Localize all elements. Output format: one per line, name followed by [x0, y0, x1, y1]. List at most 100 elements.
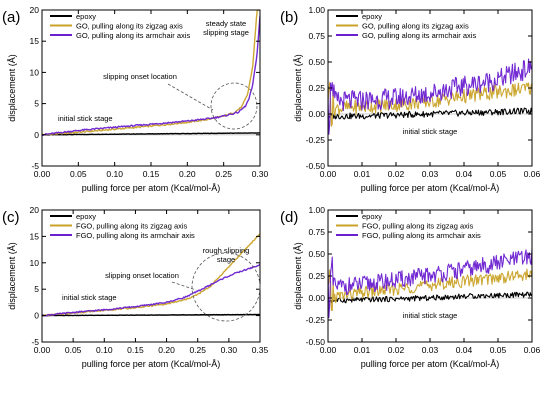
y-tick-label: 20: [30, 5, 40, 15]
series-line-1: [42, 313, 260, 317]
plot-area: [42, 233, 260, 317]
y-tick-label: -0.50: [306, 161, 326, 171]
x-tick-label: 0.06: [524, 345, 541, 355]
series-line-2: [328, 268, 532, 312]
panel-label: (c): [2, 209, 20, 226]
x-tick-label: 0.15: [127, 345, 144, 355]
annotation: initial stick stage: [62, 293, 117, 302]
plot-frame: [41, 209, 261, 343]
onset-arrow: [167, 83, 214, 111]
y-tick-label: 15: [30, 231, 40, 241]
panel-label: (d): [280, 209, 298, 226]
y-tick-label: 0.00: [308, 109, 325, 119]
y-tick-label: 0.75: [308, 227, 325, 237]
annotation: slipping onset location: [105, 271, 179, 280]
x-tick-label: 0.05: [65, 345, 82, 355]
series-line-3: [42, 263, 260, 317]
x-tick-label: 0.00: [320, 345, 337, 355]
legend-entry: FGO, pulling along its armchair axis: [76, 231, 195, 240]
y-tick-label: 5: [34, 284, 39, 294]
series-line-2: [328, 81, 532, 127]
legend-entry: epoxy: [76, 12, 96, 21]
x-axis-label: pulling force per atom (Kcal/mol-Å): [361, 359, 500, 369]
x-tick-label: 0.03: [422, 345, 439, 355]
legend-entry: FGO, pulling along its armchair axis: [362, 231, 481, 240]
legend-entry: GO, pulling along its armchair axis: [76, 31, 190, 40]
x-tick-label: 0.00: [320, 169, 337, 179]
annotation-line: slipping stage: [203, 28, 249, 37]
legend-entry: FGO, pulling along its zigzag axis: [362, 222, 474, 231]
y-axis-label: displacement (Å): [7, 242, 17, 310]
y-tick-label: 0.75: [308, 31, 325, 41]
y-tick-label: 10: [30, 258, 40, 268]
x-tick-label: 0.20: [158, 345, 175, 355]
x-tick-label: 0.30: [252, 169, 269, 179]
x-tick-label: 0.05: [490, 345, 507, 355]
annotation-line: stage: [217, 255, 235, 264]
x-tick-label: 0.30: [221, 345, 238, 355]
legend-entry: epoxy: [362, 212, 382, 221]
x-tick-label: 0.06: [524, 169, 541, 179]
x-axis-label: pulling force per atom (Kcal/mol-Å): [361, 183, 500, 193]
x-tick-label: 0.04: [456, 345, 473, 355]
panel-1: 0.00 0.05 0.10 0.15 0.20 0.25 0.30 -5 0 5 10 15 20 pu…: [2, 5, 269, 193]
panel-2: 0.00 0.01 0.02 0.03 0.04 0.05 0.06 -0.50 -0.25 0.…: [280, 5, 541, 193]
x-tick-label: 0.15: [143, 169, 160, 179]
y-tick-label: 1.00: [308, 205, 325, 215]
x-tick-label: 0.04: [456, 169, 473, 179]
annotation: initial stick stage: [58, 114, 113, 123]
annotation: initial stick stage: [403, 311, 458, 320]
y-tick-label: -0.25: [306, 135, 326, 145]
plot-area: [328, 58, 532, 135]
series-line-1: [328, 107, 532, 120]
y-tick-label: 0.50: [308, 57, 325, 67]
x-tick-label: 0.05: [490, 169, 507, 179]
y-tick-label: 0.25: [308, 83, 325, 93]
y-tick-label: -5: [31, 161, 39, 171]
legend-entry: GO, pulling along its zigzag axis: [362, 22, 469, 31]
y-tick-label: 15: [30, 36, 40, 46]
onset-markers: [167, 82, 261, 322]
y-tick-label: 20: [30, 205, 40, 215]
y-tick-label: -0.50: [306, 337, 326, 347]
annotation: slipping onset location: [103, 72, 177, 81]
series-line-1: [42, 132, 260, 136]
series-line-3: [328, 58, 532, 135]
panel-3: 0.00 0.05 0.10 0.15 0.20 0.25 0.30 0.35 -5 0 5 10 15…: [2, 205, 269, 369]
y-tick-label: 0.00: [308, 293, 325, 303]
annotation: rough slipping stage: [203, 246, 250, 264]
x-tick-label: 0.02: [388, 345, 405, 355]
plot-area: [42, 10, 260, 137]
x-tick-label: 0.00: [34, 345, 51, 355]
onset-circle: [210, 82, 258, 130]
x-tick-label: 0.20: [179, 169, 196, 179]
panel-4: 0.00 0.01 0.02 0.03 0.04 0.05 0.06 -0.50 -0.25 0.…: [280, 205, 541, 369]
legend-entry: epoxy: [362, 12, 382, 21]
series-line-3: [328, 248, 532, 319]
y-tick-label: 0.50: [308, 249, 325, 259]
y-tick-label: 0: [34, 130, 39, 140]
y-axis-label: displacement (Å): [293, 242, 303, 310]
onset-arrow: [171, 281, 197, 291]
y-axis-label: displacement (Å): [293, 54, 303, 122]
y-tick-label: 0.25: [308, 271, 325, 281]
onset-circle: [191, 252, 261, 322]
x-tick-label: 0.25: [215, 169, 232, 179]
y-tick-label: -5: [31, 337, 39, 347]
x-tick-label: 0.10: [96, 345, 113, 355]
x-tick-label: 0.03: [422, 169, 439, 179]
plot-area: [328, 248, 532, 319]
x-tick-label: 0.01: [354, 345, 371, 355]
y-tick-label: 1.00: [308, 5, 325, 15]
annotation: initial stick stage: [403, 127, 458, 136]
annotation-line: rough slipping: [203, 246, 250, 255]
annotation-line: steady state: [206, 19, 246, 28]
series-line-3: [42, 15, 260, 137]
x-tick-label: 0.10: [106, 169, 123, 179]
x-tick-label: 0.05: [70, 169, 87, 179]
y-tick-label: 0: [34, 311, 39, 321]
x-tick-label: 0.01: [354, 169, 371, 179]
y-tick-label: -0.25: [306, 315, 326, 325]
x-tick-label: 0.02: [388, 169, 405, 179]
